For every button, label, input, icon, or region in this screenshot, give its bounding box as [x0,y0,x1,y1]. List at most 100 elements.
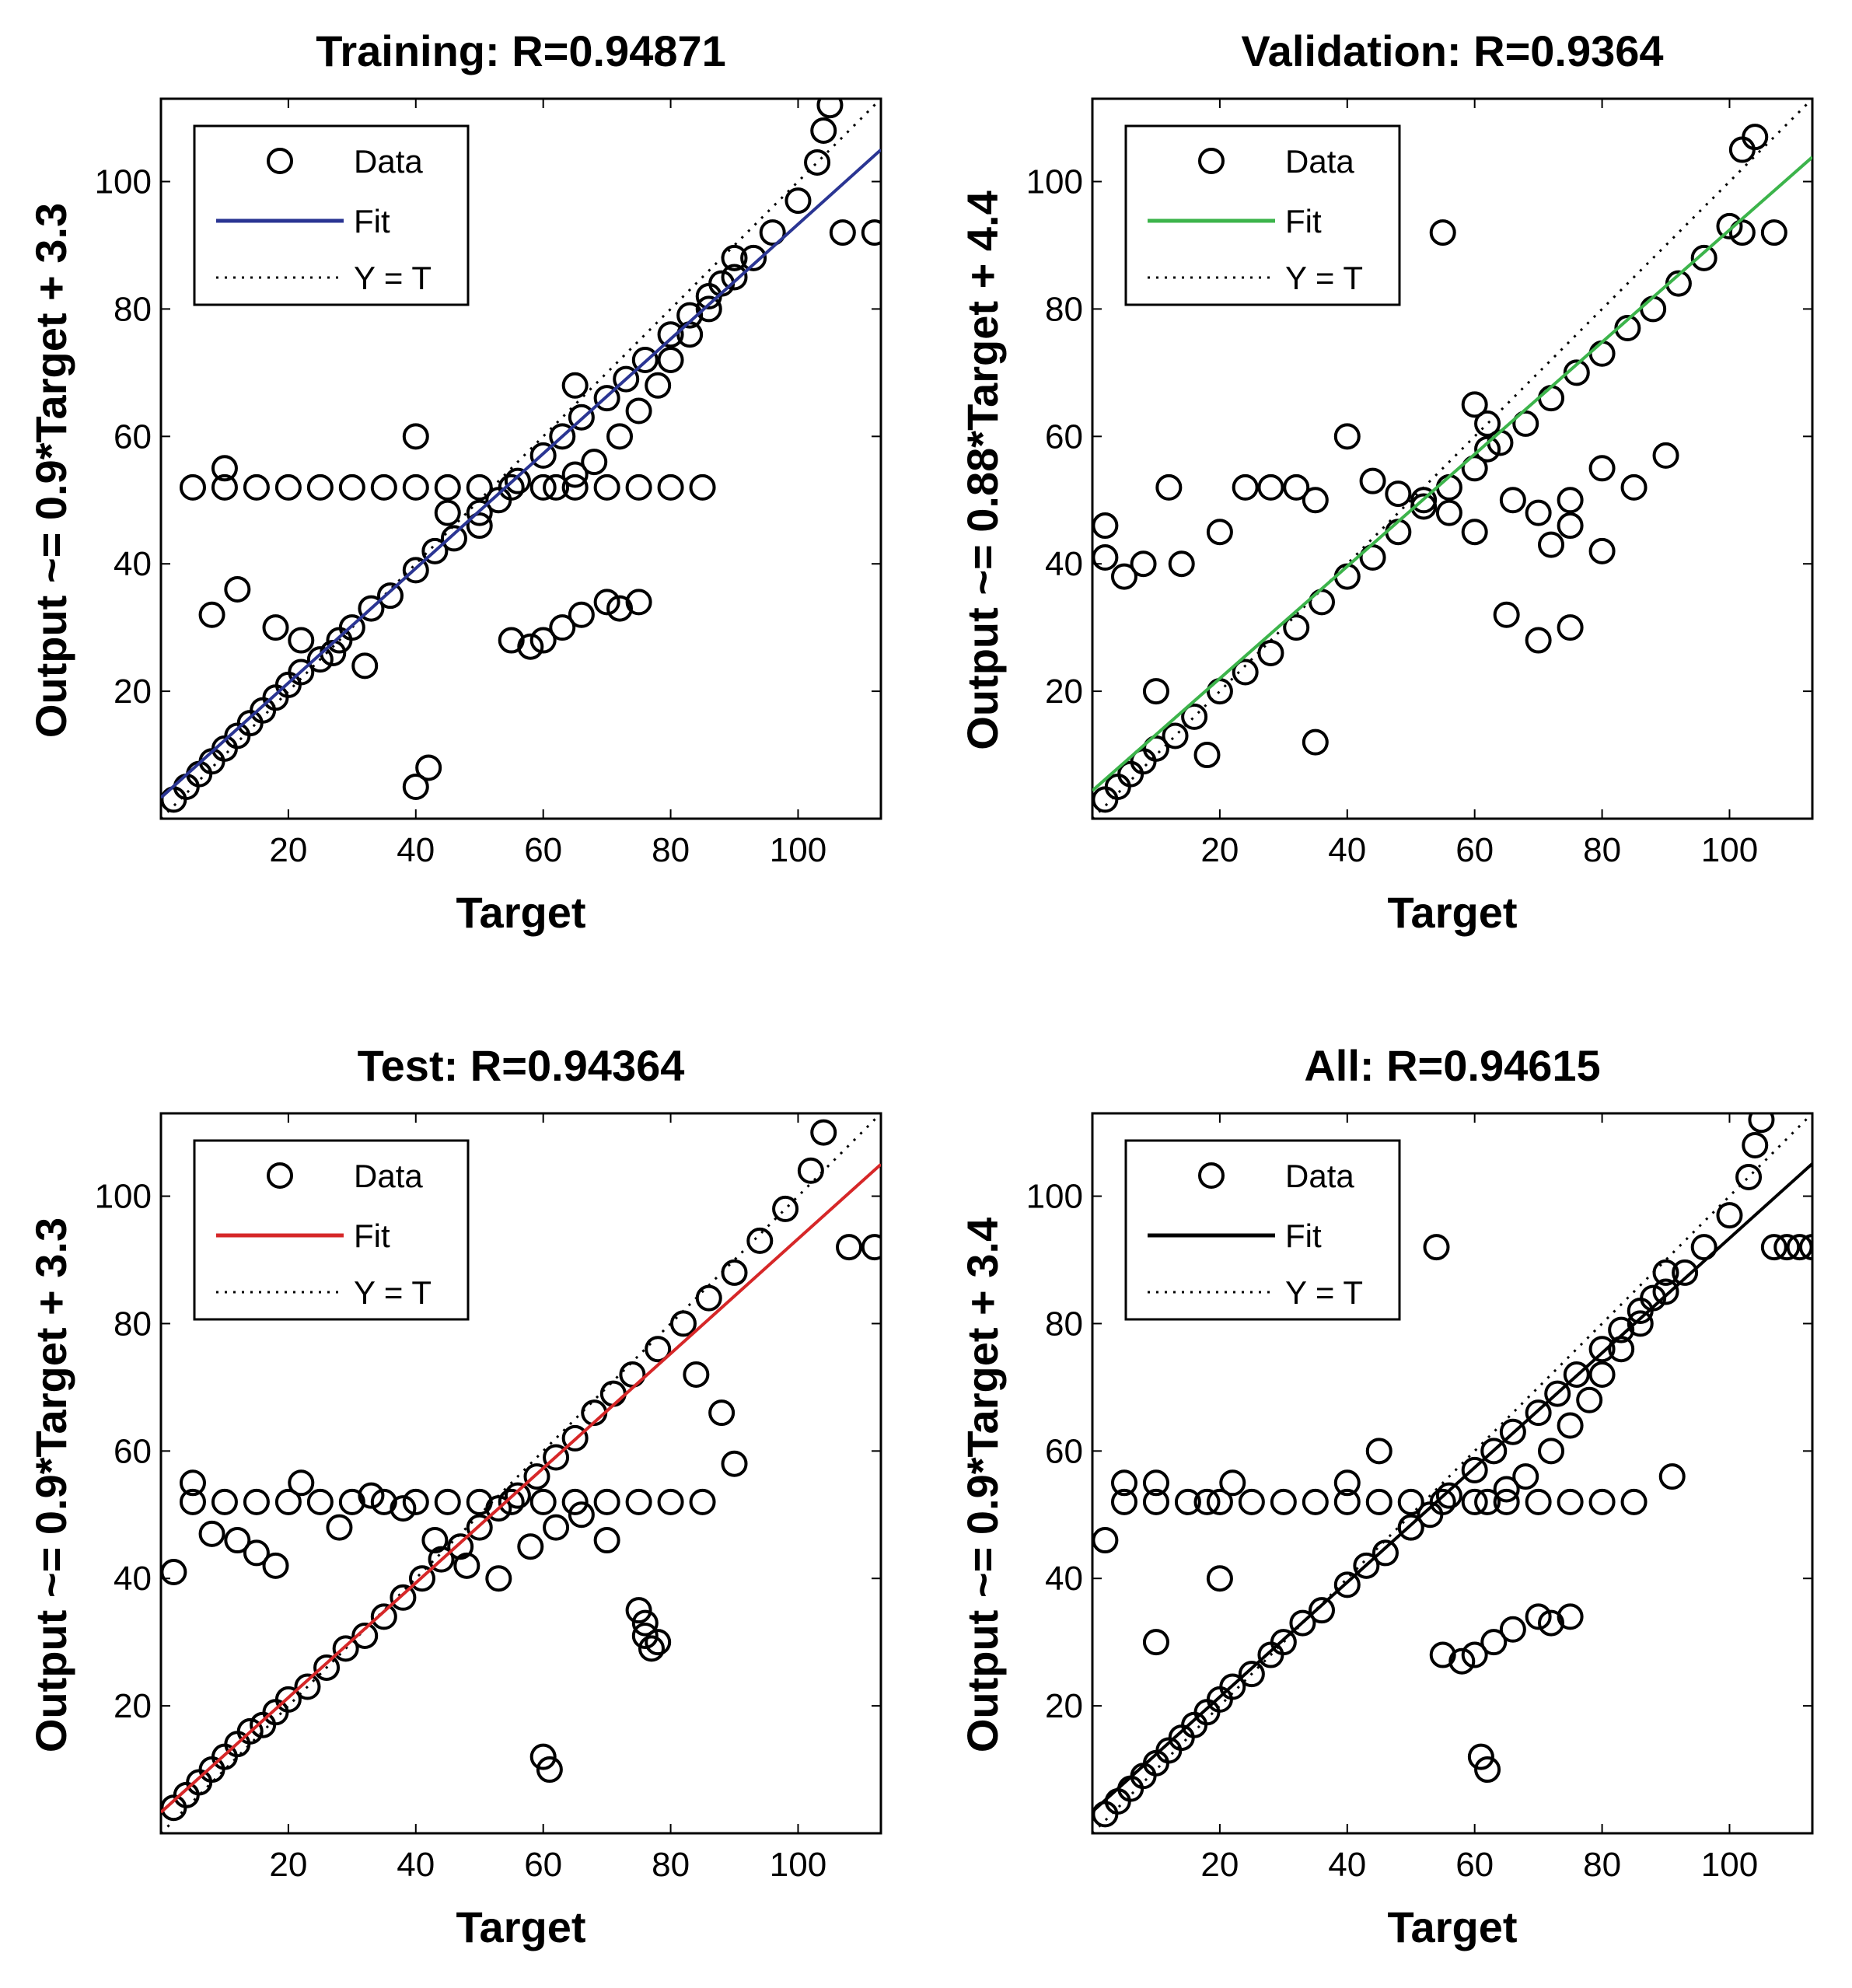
all-data-point [1557,1603,1584,1630]
training-x-tick-label: 100 [770,831,826,869]
training-legend-label: Fit [354,203,390,239]
all-data-point [1493,1488,1520,1515]
all-data-point [1499,1616,1526,1643]
all-data-layer [1092,1113,1812,1833]
training-data-point [288,659,315,686]
training-data-point [179,473,206,501]
all-y-tick-label: 60 [1045,1432,1083,1470]
validation-data-point [1162,722,1189,749]
training-x-tick-label: 20 [269,831,307,869]
training-fit-line [161,148,881,799]
test-y-axis-label: Output ~= 0.9*Target + 3.3 [26,1218,75,1752]
training-data-point [415,754,442,781]
test-data-point [536,1756,563,1784]
training-data-point [759,219,786,246]
validation-data-point [1092,512,1119,540]
test-x-tick-label: 80 [652,1846,690,1884]
all-data-point [1270,1629,1297,1656]
test-data-point [645,1629,672,1656]
validation-data-point [1512,410,1539,437]
all-data-point [1142,1488,1169,1515]
all-data-point [1429,1641,1456,1668]
test-data-point [351,1622,379,1649]
all-data-point [1658,1463,1686,1490]
all-identity-line [1092,1113,1812,1833]
training-data-point [440,525,467,552]
test-data-point [243,1488,270,1515]
all-x-tick-label: 40 [1328,1846,1366,1884]
test-data-point [338,1488,365,1515]
validation-data-point [1690,244,1717,271]
training-data-point [306,646,334,673]
all-data-point [1092,1527,1119,1554]
all-y-axis-label: Output ~= 0.9*Target + 3.4 [958,1218,1007,1752]
all-data-point [1799,1234,1812,1261]
test-data-point [683,1361,710,1388]
all-data-point [1588,1361,1616,1388]
test-y-tick-label: 80 [114,1305,152,1343]
test-data-point [695,1284,722,1312]
test-data-point [669,1310,697,1337]
all-data-point [1397,1514,1424,1541]
test-data-point [657,1488,684,1515]
training-data-point [568,601,595,628]
all-data-point [1309,1597,1336,1624]
all-legend-data-marker [1198,1162,1225,1189]
training-data-point [466,512,493,540]
validation-data-point [1557,512,1584,540]
training-data-point [810,117,837,144]
test-title: Test: R=0.94364 [358,1041,685,1090]
training-data-point [784,187,812,215]
all-data-point [1238,1488,1265,1515]
validation-legend-label: Data [1285,143,1354,180]
validation-data-point [1461,391,1488,418]
validation-data-point [1525,499,1552,526]
all-data-point [1474,1488,1501,1515]
test-data-point [466,1514,493,1541]
validation-data-point [1283,473,1310,501]
all-data-point [1206,1488,1233,1515]
all-data-point [1193,1488,1221,1515]
training-data-point [306,473,334,501]
validation-data-point [1728,219,1756,246]
training-legend: Data Fit Y = T [193,124,470,306]
all-data-point [1142,1629,1169,1656]
training-data-point [829,219,856,246]
training-title: Training: R=0.94871 [316,26,726,75]
all-data-point [1461,1456,1488,1483]
test-data-point [645,1336,672,1363]
test-data-point [625,1488,652,1515]
training-identity-line [161,99,881,819]
training-data-point [549,423,576,450]
training-legend-label: Y = T [354,260,432,296]
training-data-point [198,601,225,628]
validation-data-point [1257,473,1284,501]
all-y-tick-label: 100 [1026,1178,1083,1216]
validation-data-point [1461,455,1488,482]
training-y-tick-label: 60 [114,418,152,456]
test-data-point [313,1654,341,1681]
validation-data-point [1206,519,1233,546]
training-data-point [549,614,576,641]
all-data-point [1353,1552,1380,1579]
training-data-point [816,99,844,119]
validation-panel: Validation: R=0.9364 Target Output ~= 0.… [958,26,1814,937]
validation-legend-box [1124,124,1401,306]
all-data-point [1652,1259,1679,1286]
test-data-point [274,1686,302,1713]
test-data-point [543,1514,570,1541]
test-data-point [428,1546,455,1573]
test-data-point [568,1501,595,1529]
validation-y-tick-label: 20 [1045,673,1083,711]
test-data-point [161,1559,187,1586]
test-data-point [561,1488,589,1515]
test-data-point [390,1584,417,1611]
training-data-point [529,442,557,469]
test-data-point [236,1717,264,1745]
all-data-point [1576,1386,1603,1413]
all-y-tick-label: 40 [1045,1560,1083,1598]
validation-data-point [1620,473,1648,501]
test-data-point [262,1552,289,1579]
all-data-point [1474,1756,1501,1784]
training-y-tick-label: 20 [114,673,152,711]
